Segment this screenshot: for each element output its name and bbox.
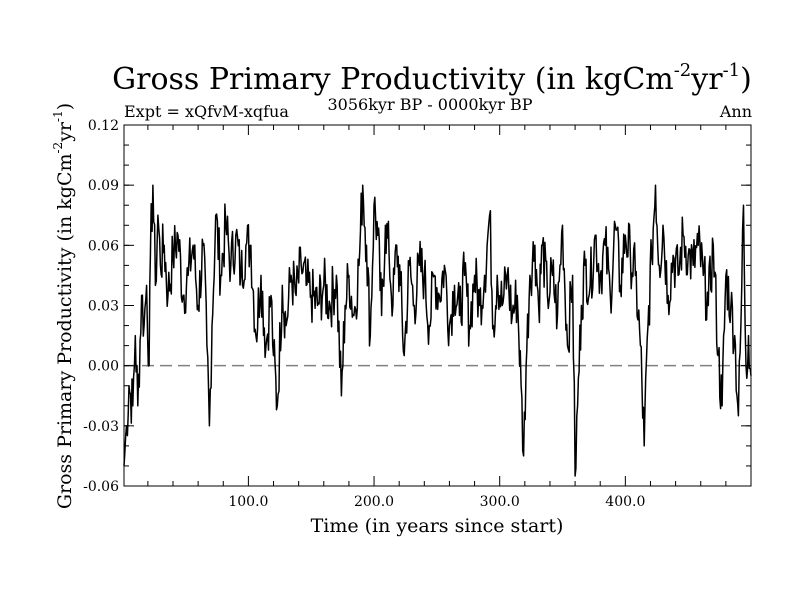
x-tick-label: 400.0 [605, 494, 645, 510]
title-sup1: -2 [674, 60, 692, 81]
ylabel-sup2: -1 [51, 110, 65, 122]
plot-frame [123, 124, 752, 487]
x-tick-label: 200.0 [354, 494, 394, 510]
y-axis-label: Gross Primary Productivity (in kgCm-2yr-… [51, 103, 76, 509]
ylabel-mid: yr [54, 121, 76, 143]
title-mid: yr [690, 62, 723, 97]
y-tick-label: 0.09 [88, 178, 119, 194]
chart-title: Gross Primary Productivity (in kgCm-2yr-… [112, 60, 752, 97]
series-line-ann [123, 184, 752, 477]
title-end: ) [740, 62, 752, 97]
ylabel-sup1: -2 [51, 142, 65, 154]
y-tick-label: -0.06 [83, 479, 119, 495]
y-tick-label: 0.12 [88, 118, 119, 134]
title-sup2: -1 [723, 60, 741, 81]
y-tick-label: 0.03 [88, 299, 119, 315]
ylabel-main: Gross Primary Productivity (in kgCm [54, 154, 76, 510]
y-tick-label: 0.06 [88, 238, 119, 254]
y-tick-label: -0.03 [83, 419, 119, 435]
subtitle-season: Ann [719, 102, 752, 121]
title-main: Gross Primary Productivity (in kgCm [112, 62, 674, 97]
ylabel-end: ) [54, 103, 76, 110]
y-tick-label: 0.00 [88, 359, 119, 375]
subtitle-period: 3056kyr BP - 0000kyr BP [328, 95, 533, 114]
subtitle-experiment: Expt = xQfvM-xqfua [124, 102, 289, 121]
x-tick-label: 100.0 [228, 494, 268, 510]
x-tick-label: 300.0 [480, 494, 520, 510]
x-axis-label: Time (in years since start) [311, 515, 564, 537]
